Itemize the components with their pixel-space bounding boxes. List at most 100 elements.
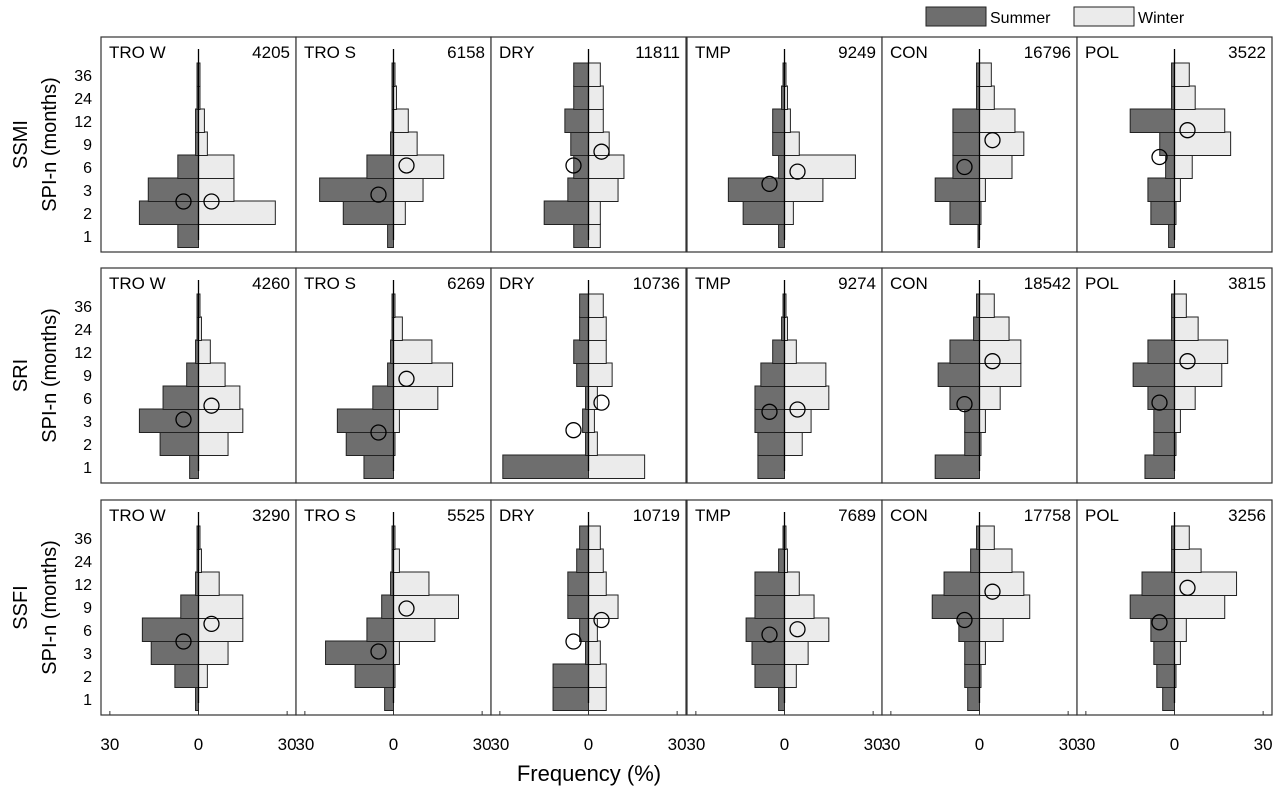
- x-tick-label: 30: [1059, 735, 1078, 754]
- y-tick-label: 3: [83, 183, 92, 200]
- winter-mean-marker: [593, 394, 610, 411]
- summer-bar: [742, 200, 785, 225]
- winter-bar: [784, 108, 791, 133]
- winter-bar: [588, 85, 604, 110]
- winter-bar: [588, 408, 595, 433]
- sample-count: 3256: [1228, 506, 1266, 525]
- summer-bar: [1153, 431, 1176, 456]
- sample-count: 6269: [447, 274, 485, 293]
- winter-bar: [979, 640, 986, 665]
- sample-count: 9249: [838, 43, 876, 62]
- summer-bar: [573, 62, 590, 87]
- summer-bar: [342, 200, 395, 225]
- y-tick-label: 36: [74, 68, 92, 85]
- winter-bar: [198, 617, 244, 642]
- winter-bar: [588, 108, 604, 133]
- summer-bar: [381, 594, 395, 619]
- summer-mean-marker: [370, 643, 387, 660]
- winter-bar: [784, 431, 803, 456]
- winter-bar: [393, 316, 403, 341]
- winter-bar: [588, 339, 607, 364]
- summer-bar: [387, 362, 395, 387]
- panel-ssmi-3: TMP 9249: [686, 36, 883, 253]
- winter-bar: [393, 385, 439, 410]
- summer-mean-marker: [761, 175, 778, 193]
- winter-bar: [979, 85, 995, 110]
- winter-mean-marker: [203, 397, 220, 414]
- sample-count: 10736: [633, 274, 680, 293]
- region-label: CON: [890, 43, 928, 62]
- summer-bar: [582, 408, 589, 433]
- winter-mean-marker: [398, 600, 415, 617]
- region-label: TRO W: [109, 43, 166, 62]
- winter-bar: [588, 431, 598, 456]
- region-label: DRY: [499, 506, 535, 525]
- winter-bar: [979, 617, 1004, 642]
- panel-ssmi-0: TRO W 4205: [100, 36, 297, 253]
- x-tick-label: 30: [100, 735, 119, 754]
- region-label: DRY: [499, 274, 535, 293]
- y-tick-label: 12: [74, 114, 92, 131]
- y-tick-label: 2: [83, 206, 92, 223]
- summer-bar: [502, 454, 589, 479]
- summer-bar: [754, 408, 785, 433]
- winter-bar: [198, 431, 229, 456]
- summer-mean-marker: [370, 186, 387, 203]
- x-tick-label: 30: [686, 735, 705, 754]
- summer-bar: [931, 594, 981, 619]
- row-index-label: SRI: [10, 359, 32, 392]
- winter-bar: [979, 594, 1031, 619]
- winter-bar: [393, 640, 400, 665]
- winter-bar: [393, 131, 418, 156]
- winter-mean-marker: [1179, 122, 1196, 139]
- summer-bar: [150, 640, 200, 665]
- winter-mean-marker: [593, 143, 610, 160]
- winter-bar: [198, 339, 211, 364]
- y-tick-label: 24: [74, 554, 92, 571]
- panel-ssfi-5: POL 3256 30 0 30: [1076, 499, 1273, 754]
- legend-swatch-summer: [925, 6, 987, 27]
- region-label: POL: [1085, 506, 1119, 525]
- winter-bar: [1174, 571, 1238, 596]
- winter-bar: [393, 617, 436, 642]
- winter-bar: [1174, 640, 1181, 665]
- winter-bar: [979, 571, 1025, 596]
- y-tick-label: 9: [83, 368, 92, 385]
- sample-count: 4260: [252, 274, 290, 293]
- summer-bar: [1147, 385, 1175, 410]
- y-tick-label: 24: [74, 91, 92, 108]
- winter-bar: [198, 408, 244, 433]
- summer-bar: [967, 686, 981, 711]
- summer-mean-marker: [175, 193, 192, 210]
- summer-bar: [754, 663, 785, 688]
- y-tick-label: 1: [83, 692, 92, 709]
- x-tick-label: 0: [780, 735, 789, 754]
- x-tick-label: 30: [668, 735, 687, 754]
- panel-sri-5: POL 3815: [1076, 267, 1273, 484]
- x-tick-label: 0: [1170, 735, 1179, 754]
- region-label: TMP: [695, 274, 731, 293]
- region-label: TRO W: [109, 274, 166, 293]
- summer-bar: [1147, 177, 1175, 202]
- x-tick-label: 30: [473, 735, 492, 754]
- winter-bar: [198, 154, 235, 179]
- summer-bar: [934, 454, 981, 479]
- region-label: TRO S: [304, 43, 356, 62]
- panel-ssfi-1: TRO S 5525 30 0 30: [295, 499, 492, 754]
- summer-bar: [354, 663, 395, 688]
- summer-bar: [345, 431, 394, 456]
- summer-bar: [1168, 223, 1176, 248]
- legend-label-winter: Winter: [1138, 10, 1185, 27]
- winter-bar: [588, 571, 607, 596]
- y-tick-label: 6: [83, 160, 92, 177]
- summer-bar: [1129, 108, 1175, 133]
- region-label: TRO S: [304, 274, 356, 293]
- winter-bar: [198, 640, 229, 665]
- legend-swatch-winter: [1073, 6, 1135, 27]
- winter-bar: [588, 362, 613, 387]
- winter-bar: [393, 200, 406, 225]
- summer-bar: [579, 617, 589, 642]
- panel-ssmi-5: POL 3522: [1076, 36, 1273, 253]
- winter-bar: [1174, 525, 1190, 550]
